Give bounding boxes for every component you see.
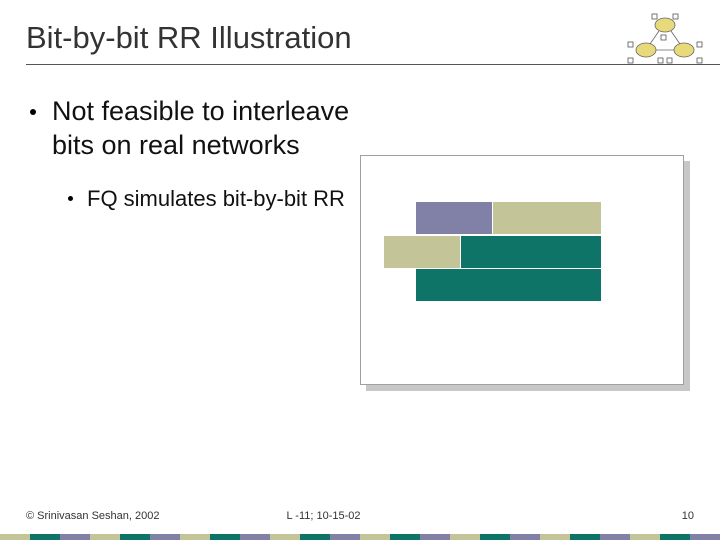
footer-rule-segment (510, 534, 540, 540)
footer-color-rule (0, 534, 720, 540)
footer-rule-segment (660, 534, 690, 540)
footer-page-number: 10 (527, 510, 694, 522)
footer-rule-segment (180, 534, 210, 540)
packet-block (461, 236, 601, 268)
bullet-dot-icon (68, 196, 73, 201)
footer-rule-segment (330, 534, 360, 540)
packet-block (493, 202, 601, 234)
bullet-level-1: Not feasible to interleave bits on real … (26, 95, 694, 163)
footer-rule-segment (30, 534, 60, 540)
title-divider (26, 64, 720, 65)
network-cluster-icon (626, 12, 704, 70)
footer-rule-segment (360, 534, 390, 540)
footer-rule-segment (60, 534, 90, 540)
bullet-l2-text: FQ simulates bit-by-bit RR (87, 185, 345, 213)
chart-panel (360, 155, 684, 385)
footer-rule-segment (270, 534, 300, 540)
footer-rule-segment (210, 534, 240, 540)
footer-rule-segment (240, 534, 270, 540)
packet-block (416, 269, 601, 301)
footer-rule-segment (600, 534, 630, 540)
bullet-l1-text: Not feasible to interleave bits on real … (52, 95, 352, 163)
footer-rule-segment (120, 534, 150, 540)
bullet-dot-icon (30, 109, 36, 115)
packet-block (416, 202, 492, 234)
footer-rule-segment (450, 534, 480, 540)
footer-rule-segment (630, 534, 660, 540)
footer-rule-segment (420, 534, 450, 540)
footer-rule-segment (300, 534, 330, 540)
footer-rule-segment (90, 534, 120, 540)
footer-rule-segment (480, 534, 510, 540)
slide-title: Bit-by-bit RR Illustration (26, 20, 720, 56)
footer-rule-segment (0, 534, 30, 540)
packet-block (384, 236, 460, 268)
footer-rule-segment (690, 534, 720, 540)
footer-rule-segment (390, 534, 420, 540)
footer-copyright: © Srinivasan Seshan, 2002 (26, 510, 287, 522)
footer-center-text: L -11; 10-15-02 (287, 510, 527, 522)
footer-rule-segment (150, 534, 180, 540)
footer-rule-segment (570, 534, 600, 540)
packet-chart (360, 155, 684, 385)
footer-rule-segment (540, 534, 570, 540)
